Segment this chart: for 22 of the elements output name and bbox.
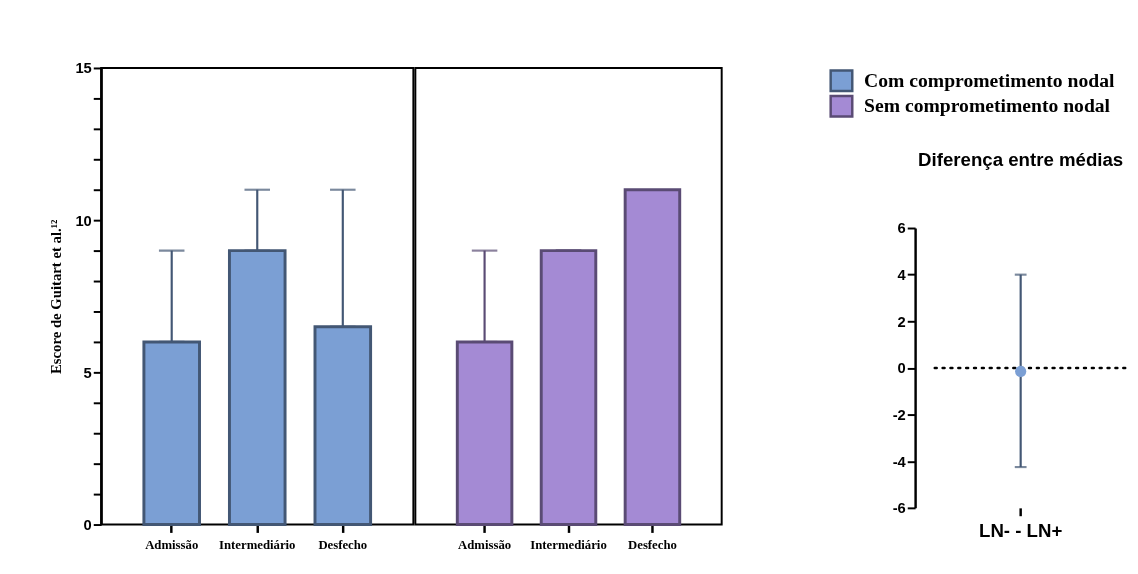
x-tick-label: Admissão: [145, 537, 199, 552]
y-tick-label: -6: [892, 500, 906, 517]
y-tick-label: 6: [897, 220, 906, 237]
y-tick-label: 2: [897, 313, 906, 330]
x-tick-label: Desfecho: [628, 537, 677, 552]
y-tick-label: 15: [75, 60, 92, 77]
legend-label: Com comprometimento nodal: [864, 69, 1115, 91]
y-tick-label: 4: [897, 267, 907, 284]
y-axis-title: Escore de Guitart et al.¹²: [47, 218, 64, 374]
x-tick-label: LN- - LN+: [978, 519, 1063, 541]
chart-title: Diferença entre médias: [918, 149, 1124, 171]
x-tick-label: Intermediário: [530, 537, 607, 552]
y-tick-label: 0: [83, 516, 92, 533]
x-tick-label: Admissão: [458, 537, 512, 552]
y-tick-label: -2: [892, 406, 906, 423]
y-tick-label: 10: [75, 212, 92, 229]
y-tick-label: 5: [83, 364, 92, 381]
x-tick-label: Desfecho: [318, 537, 368, 552]
legend-label: Sem comprometimento nodal: [864, 95, 1111, 117]
y-tick-label: -4: [892, 453, 907, 470]
y-tick-label: 0: [897, 360, 906, 377]
x-tick-label: Intermediário: [219, 537, 296, 552]
